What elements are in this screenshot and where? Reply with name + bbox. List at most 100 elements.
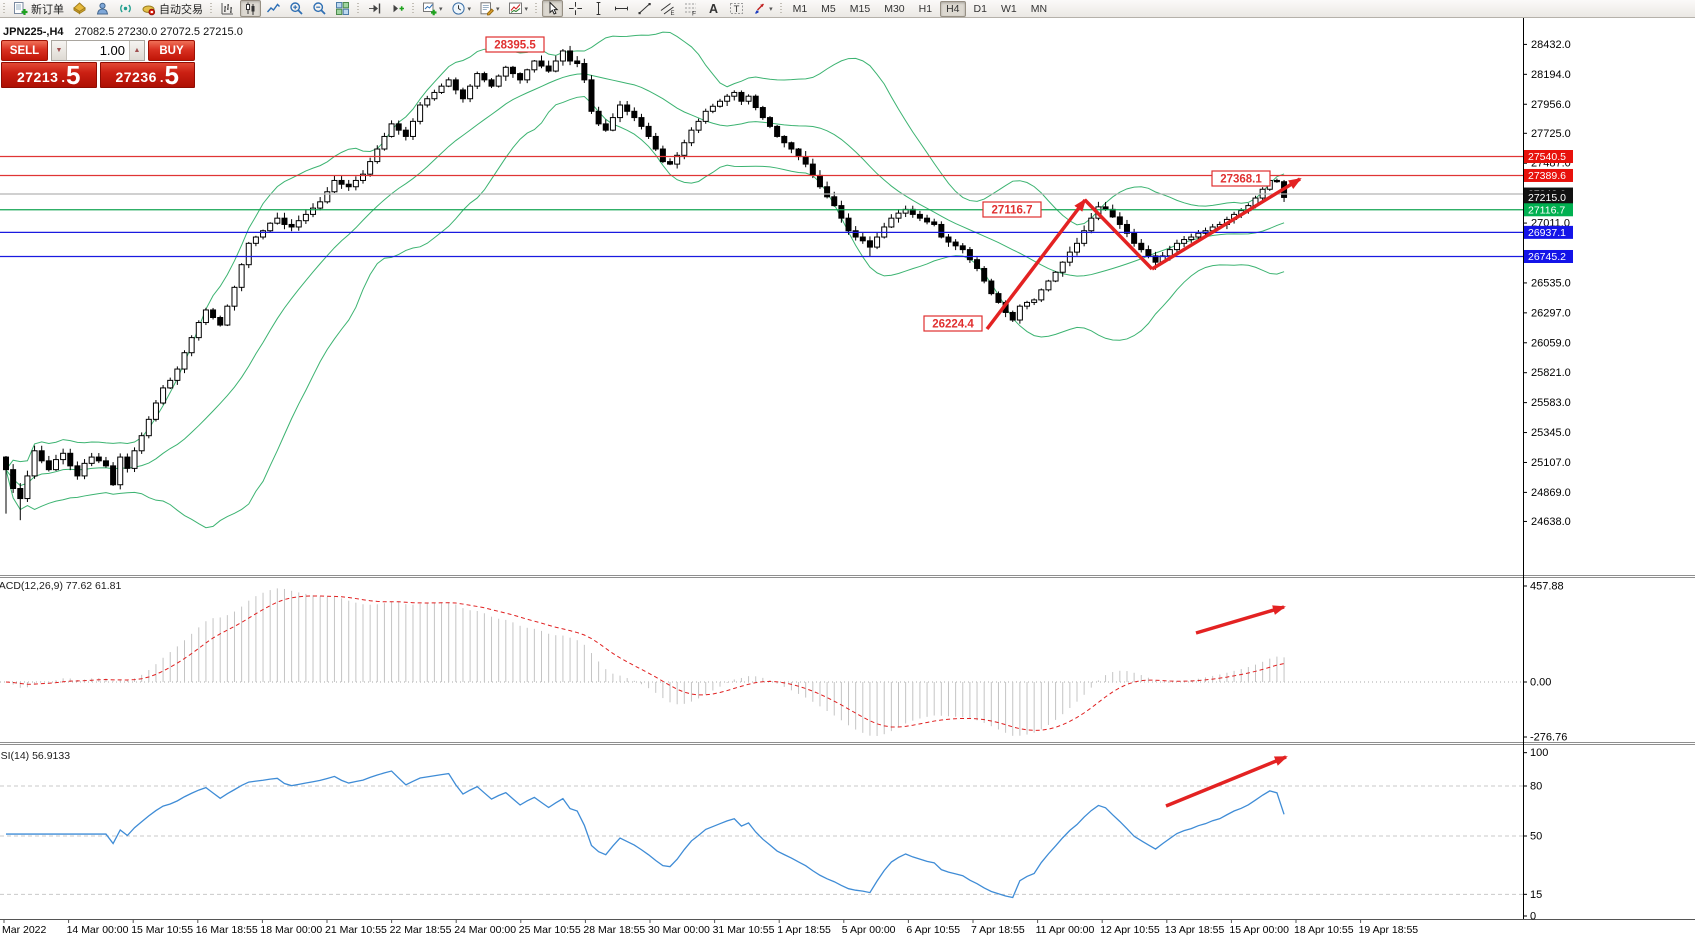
price-axis[interactable]: 28432.028194.027956.027725.027487.027011…	[1523, 39, 1573, 528]
new-order-button-label: 新订单	[31, 3, 64, 16]
annotation-box-28395.5[interactable]	[485, 36, 545, 53]
volume-decrease-button[interactable]: ▼	[52, 41, 67, 60]
macd-indicator-label: MACD(12,26,9) 77.62 61.81	[0, 580, 122, 592]
volume-input[interactable]	[67, 41, 129, 60]
svg-text:27215.0: 27215.0	[1528, 192, 1566, 204]
svg-text:27116.7: 27116.7	[992, 205, 1033, 217]
annotation-box-27368.1[interactable]	[1211, 170, 1271, 187]
indicator-axes: 457.88 0.00 -276.76 100 80 50 15 0	[1523, 581, 1567, 923]
svg-text:28395.5: 28395.5	[494, 40, 536, 52]
chart-bars-icon	[221, 3, 233, 15]
time-axis[interactable]: Mar 2022 14 Mar 00:00 15 Mar 10:55 16 Mar 1…	[2, 919, 1418, 936]
sell-price-main: 27213	[16, 69, 59, 85]
svg-text:31 Mar 10:55: 31 Mar 10:55	[713, 924, 775, 936]
profile-button[interactable]	[92, 0, 113, 17]
styles-button[interactable]	[69, 0, 90, 17]
clock-icon	[451, 2, 465, 15]
svg-text:80: 80	[1530, 781, 1542, 793]
zoom-in-icon	[290, 2, 303, 15]
indicators-button[interactable]: ▾	[505, 0, 532, 17]
symbol-ohlc-row: JPN225-,H4 27082.5 27230.0 27072.5 27215…	[3, 26, 243, 38]
price-trend-arrow-1[interactable]	[985, 198, 1087, 331]
macd-trend-arrow[interactable]	[1195, 605, 1286, 635]
timeframe-m15-button[interactable]: M15	[849, 2, 871, 15]
price-badge-27389.6	[1524, 168, 1573, 182]
svg-text:28 Mar 18:55: 28 Mar 18:55	[583, 924, 645, 936]
fibo-icon: F	[685, 3, 697, 16]
buy-price-display[interactable]: 27236 . 5	[99, 59, 195, 90]
svg-text:T: T	[734, 4, 740, 15]
hline-icon	[615, 6, 629, 11]
timeframe-m1-button[interactable]: M1	[792, 2, 808, 15]
bar-chart-button[interactable]	[217, 0, 238, 17]
timeframe-mn-button[interactable]: MN	[1030, 2, 1048, 15]
svg-text:27540.5: 27540.5	[1528, 151, 1566, 163]
fibonacci-button[interactable]: F	[680, 0, 701, 17]
annotation-box-26224.4[interactable]	[923, 315, 983, 332]
equidistant-channel-button[interactable]: E	[657, 0, 678, 17]
svg-text:11 Apr 00:00: 11 Apr 00:00	[1036, 924, 1095, 936]
svg-text:1 Apr 18:55: 1 Apr 18:55	[777, 924, 831, 936]
templates-button[interactable]: ▾	[476, 0, 503, 17]
timeframe-m5-button[interactable]: M5	[821, 2, 836, 15]
periods-button[interactable]: ▾	[448, 0, 475, 17]
label-t-icon: T	[730, 3, 744, 15]
zoom-out-button[interactable]	[309, 0, 330, 17]
svg-text:25107.0: 25107.0	[1531, 457, 1571, 469]
timeframe-h4-button[interactable]: H4	[940, 0, 966, 17]
svg-text:18 Mar 00:00: 18 Mar 00:00	[260, 924, 322, 936]
arrows-button[interactable]: ▾	[749, 0, 776, 17]
horizontal-line-button[interactable]	[611, 0, 632, 17]
timeframe-m30-button[interactable]: M30	[884, 2, 905, 15]
sell-button[interactable]: SELL	[1, 40, 48, 61]
timeframe-w1-button[interactable]: W1	[1000, 2, 1017, 15]
buy-button[interactable]: BUY	[148, 40, 195, 61]
rsi-trend-arrow[interactable]	[1165, 755, 1288, 808]
trendline-icon	[638, 3, 651, 15]
trendline-button[interactable]	[634, 0, 655, 17]
price-badge-27116.7	[1524, 203, 1573, 217]
svg-text:27725.0: 27725.0	[1531, 128, 1571, 140]
svg-text:26059.0: 26059.0	[1531, 337, 1571, 349]
zoom-in-button[interactable]	[286, 0, 307, 17]
line-chart-button[interactable]	[263, 0, 284, 17]
toolbar-grip	[356, 2, 361, 15]
candlestick-chart-button[interactable]	[240, 0, 261, 17]
sell-price-display[interactable]: 27213 . 5	[1, 62, 97, 88]
macd-panel	[0, 588, 1523, 736]
price-trend-arrow-3[interactable]	[1151, 177, 1302, 271]
price-badge-27540.5	[1524, 150, 1573, 164]
horizontal-lines[interactable]	[0, 155, 1523, 258]
autotrading-button[interactable]: 自动交易	[138, 0, 206, 17]
new-chart-button[interactable]: ▾	[419, 0, 446, 17]
svg-text:24 Mar 00:00: 24 Mar 00:00	[454, 924, 516, 936]
ohlc-values: 27082.5 27230.0 27072.5 27215.0	[74, 26, 243, 38]
arrows-icon	[755, 3, 765, 14]
timeframe-d1-button[interactable]: D1	[973, 2, 987, 15]
buy-price-big-digit: 5	[164, 59, 180, 90]
timeframe-h1-button[interactable]: H1	[918, 2, 933, 15]
label-button[interactable]: T	[726, 0, 747, 17]
tile-windows-button[interactable]	[332, 0, 353, 17]
trend-arrows[interactable]	[985, 177, 1302, 808]
new-order-button[interactable]: 新订单	[10, 0, 67, 17]
cursor-button[interactable]	[542, 0, 564, 17]
chevron-down-icon: ▾	[524, 5, 529, 13]
crosshair-button[interactable]	[565, 0, 586, 17]
styles-icon	[73, 2, 86, 15]
svg-text:28194.0: 28194.0	[1531, 69, 1571, 81]
volume-increase-button[interactable]: ▲	[129, 41, 144, 60]
chart-candles-icon	[246, 2, 255, 15]
svg-text:6 Apr 10:55: 6 Apr 10:55	[906, 924, 960, 936]
autoscroll-button[interactable]	[364, 0, 385, 17]
volume-stepper: ▼ ▲	[51, 40, 145, 61]
chart-shift-button[interactable]	[387, 0, 408, 17]
price-annotations[interactable]: 28395.5 27368.1 27116.7 26224.4	[485, 36, 1271, 332]
annotation-box-27116.7[interactable]	[982, 201, 1042, 218]
vertical-line-button[interactable]	[588, 0, 609, 17]
text-button[interactable]: A	[703, 0, 724, 17]
signal-button[interactable]	[115, 0, 136, 17]
text-a-icon: A	[709, 2, 718, 16]
price-trend-arrow-2[interactable]	[1083, 198, 1154, 271]
